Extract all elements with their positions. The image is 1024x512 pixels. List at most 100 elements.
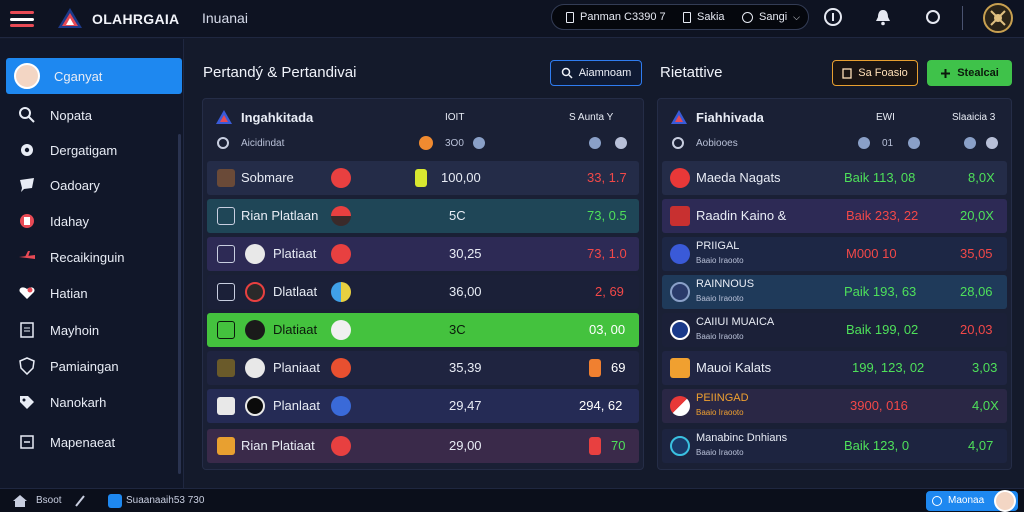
- team-logo-icon: [217, 397, 235, 415]
- odds-percent: 4,0X: [972, 398, 999, 413]
- matches-panel-subtitle: Aicidindat: [241, 138, 285, 149]
- status-ring-icon[interactable]: [926, 10, 940, 24]
- brand-name[interactable]: OLAHRGAIA: [92, 11, 180, 27]
- menu-icon[interactable]: [10, 11, 34, 27]
- match-row[interactable]: Rian Platiaat 29,00 70: [207, 429, 639, 463]
- wallet-icon: [842, 68, 852, 79]
- odds-row[interactable]: Raadin Kaino & Baik 233, 22 20,0X: [662, 199, 1007, 233]
- sidebar-item-settings[interactable]: Dergatigam: [6, 132, 182, 168]
- sidebar-item-label: Cganyat: [54, 68, 103, 84]
- search-button[interactable]: Aiamnoam: [550, 60, 642, 86]
- match-name: Rian Platlaan: [241, 208, 319, 223]
- match-row[interactable]: Planlaat 29,47 294, 62: [207, 389, 639, 423]
- odds-panel-header: Fiahhivada EWI Slaaicia 3 Aobiooes 01: [658, 99, 1011, 159]
- team-logo-icon: [245, 320, 265, 340]
- help-icon: [932, 496, 942, 506]
- home-icon[interactable]: [12, 494, 28, 508]
- odds-row[interactable]: PEIINGAD Baaio Iraooto 3900, 016 4,0X: [662, 389, 1007, 423]
- odds-value: 3900, 016: [850, 398, 908, 413]
- odds-team-name: CAIIUI MUAICA: [696, 316, 775, 328]
- sidebar-item-documents[interactable]: Mayhoin: [6, 312, 182, 348]
- team-logo-icon: [670, 244, 690, 264]
- sidebar-scrollbar[interactable]: [178, 134, 181, 474]
- match-name: Platiaat: [273, 246, 317, 261]
- match-row[interactable]: Platiaat 30,25 73, 1.0: [207, 237, 639, 271]
- column-header-2: EWI: [876, 112, 895, 123]
- team-logo-icon: [331, 206, 351, 226]
- column-sub-2: 3O0: [445, 138, 464, 149]
- quick-nav-item-2[interactable]: Sakia: [683, 11, 725, 23]
- odds-row[interactable]: Maeda Nagats Baik 113, 08 8,0X: [662, 161, 1007, 195]
- pencil-icon[interactable]: [74, 494, 86, 508]
- match-score: 73, 1.0: [587, 246, 627, 261]
- odds-row[interactable]: RAINNOUS Baaio Iraooto Paik 193, 63 28,0…: [662, 275, 1007, 309]
- odds-team-sub: Baaio Iraooto: [696, 332, 744, 341]
- sidebar-item-travel[interactable]: Recaikinguin: [6, 239, 182, 275]
- odds-percent: 20,03: [960, 322, 993, 337]
- team-logo-icon: [670, 358, 690, 378]
- match-score: 294, 62: [579, 398, 623, 413]
- list-icon: [20, 435, 34, 449]
- profile-badge-icon[interactable]: [983, 3, 1013, 33]
- sidebar-item-account[interactable]: Cganyat: [6, 58, 182, 94]
- odds-team-sub: Baaio Iraooto: [696, 294, 744, 303]
- sidebar-item-tags[interactable]: Nanokarh: [6, 384, 182, 420]
- quick-nav-item-1-label: Panman C3390 7: [580, 11, 666, 23]
- filter-button[interactable]: Sa Foasio: [832, 60, 918, 86]
- sidebar-item-security[interactable]: Pamiaingan: [6, 348, 182, 384]
- odds-row[interactable]: Manabinc Dnhians Baaio Iraooto Baik 123,…: [662, 429, 1007, 463]
- primary-action-button[interactable]: Stealcai: [927, 60, 1012, 86]
- quick-nav-item-2-label: Sakia: [697, 11, 725, 23]
- team-logo-icon: [217, 359, 235, 377]
- match-row[interactable]: Planiaat 35,39 69: [207, 351, 639, 385]
- team-logo-icon: [670, 396, 690, 416]
- quick-nav-item-1[interactable]: Panman C3390 7: [566, 11, 666, 23]
- odds-percent: 3,03: [972, 360, 998, 375]
- info-icon[interactable]: [824, 8, 842, 26]
- search-icon: [561, 67, 573, 79]
- match-name: Planiaat: [273, 360, 320, 375]
- team-logo-icon: [331, 396, 351, 416]
- odds-row[interactable]: CAIIUI MUAICA Baaio Iraooto Baik 199, 02…: [662, 313, 1007, 347]
- odds-row[interactable]: PRIIGAL Baaio Iraooto M000 10 35,05: [662, 237, 1007, 271]
- sidebar-item-chat[interactable]: Oadoary: [6, 167, 182, 203]
- status-bar: Bsoot Suaanaaih53 730 Maonaa: [0, 488, 1024, 512]
- top-bar: OLAHRGAIA Inuanai Panman C3390 7 Sakia S…: [0, 0, 1024, 38]
- odds-value: M000 10: [846, 246, 897, 261]
- search-button-label: Aiamnoam: [578, 67, 632, 79]
- odds-value: Baik 123, 0: [844, 438, 910, 453]
- match-value: 36,00: [449, 284, 482, 299]
- help-button[interactable]: Maonaa: [926, 490, 1018, 512]
- match-value: 29,47: [449, 398, 482, 413]
- team-logo-icon: [217, 245, 235, 263]
- match-row[interactable]: Dlatlaat 36,00 2, 69: [207, 275, 639, 309]
- odds-value: Baik 113, 08: [844, 170, 916, 185]
- home-label[interactable]: Bsoot: [36, 495, 62, 506]
- sidebar-item-label: Mapenaeat: [50, 434, 116, 450]
- odds-row[interactable]: Mauoi Kalats 199, 123, 02 3,03: [662, 351, 1007, 385]
- sidebar-item-search[interactable]: Nopata: [6, 97, 182, 133]
- page-subtitle: Inuanai: [202, 10, 248, 26]
- team-logo-icon: [858, 137, 870, 149]
- odds-team-sub: Baaio Iraooto: [696, 448, 744, 457]
- sidebar-item-list[interactable]: Mapenaeat: [6, 424, 182, 460]
- odds-team-name: Mauoi Kalats: [696, 360, 772, 375]
- bell-icon[interactable]: [874, 8, 892, 26]
- quick-nav-dropdown[interactable]: Sangi ⌵: [742, 11, 800, 23]
- primary-action-button-label: Stealcai: [957, 67, 999, 79]
- sidebar-item-label: Dergatigam: [50, 142, 118, 158]
- sidebar-item-favorites[interactable]: Hatian: [6, 275, 182, 311]
- team-logo-icon: [986, 137, 998, 149]
- column-header-2: IOIT: [445, 112, 465, 123]
- match-row[interactable]: Sobmare 100,00 33, 1.7: [207, 161, 639, 195]
- matches-panel-header: Ingahkitada IOIT S Aunta Y Aicidindat 3O…: [203, 99, 643, 159]
- tablet-icon: [683, 11, 691, 23]
- match-row-selected[interactable]: Dlatiaat 3C 03, 00: [207, 313, 639, 347]
- team-logo-icon: [331, 244, 351, 264]
- match-row[interactable]: Rian Platlaan 5C 73, 0.5: [207, 199, 639, 233]
- plus-icon: [941, 68, 951, 78]
- sidebar-item-badge[interactable]: Idahay: [6, 203, 182, 239]
- odds-percent: 35,05: [960, 246, 993, 261]
- search-icon: [19, 107, 35, 123]
- odds-team-name: PEIINGAD: [696, 392, 749, 404]
